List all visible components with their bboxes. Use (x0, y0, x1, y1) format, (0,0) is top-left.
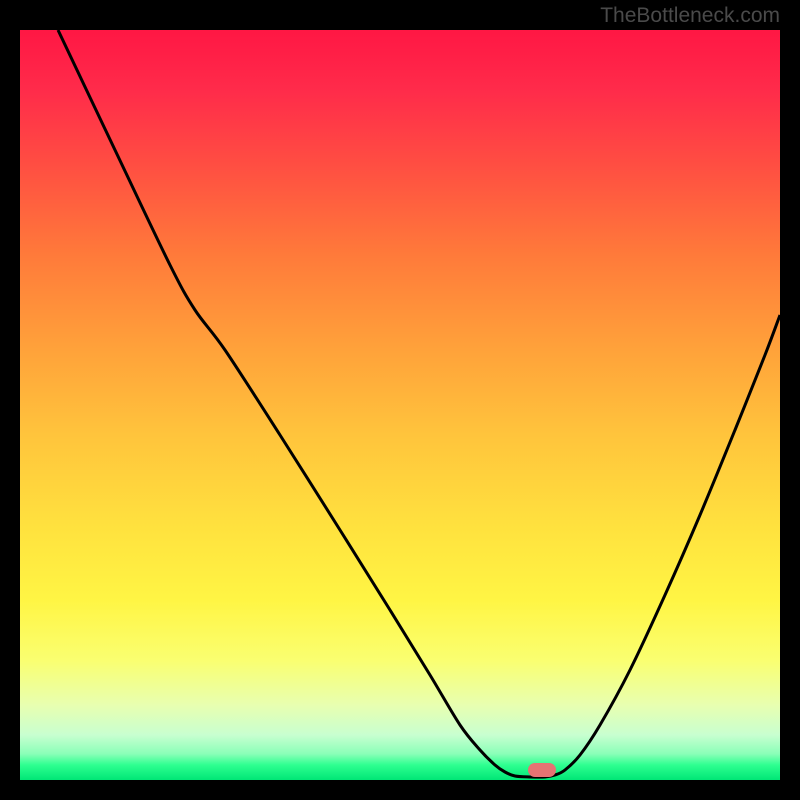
bottleneck-curve (20, 30, 780, 780)
watermark-text: TheBottleneck.com (600, 4, 780, 28)
optimal-marker (528, 763, 556, 777)
bottleneck-chart (20, 30, 780, 780)
